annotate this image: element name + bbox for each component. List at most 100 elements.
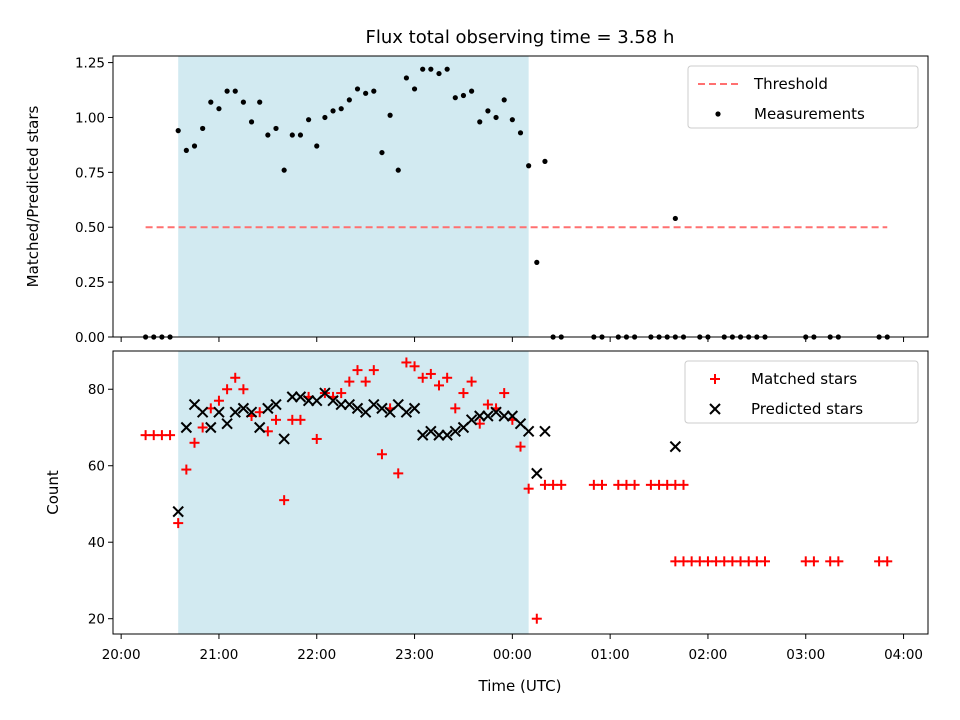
predicted-star-point — [205, 421, 217, 434]
matched-star-point — [230, 372, 241, 383]
measurement-point — [371, 88, 377, 94]
matched-star-point — [760, 556, 770, 567]
predicted-star-point — [213, 406, 225, 418]
predicted-star-point — [237, 402, 250, 415]
matched-star-point — [409, 361, 420, 372]
measurement-point — [281, 167, 287, 173]
matched-star-point — [189, 437, 200, 448]
legend-label: Threshold — [753, 75, 828, 93]
measurement-point — [314, 143, 320, 149]
legend-label: Predicted stars — [751, 400, 863, 418]
measurement-point — [240, 99, 246, 105]
y-tick-label: 20 — [88, 612, 105, 628]
shaded-region — [178, 351, 529, 634]
measurement-point — [354, 86, 361, 92]
x-axis-label: Time (UTC) — [478, 677, 562, 695]
legend-marker — [715, 111, 721, 117]
measurement-point — [175, 128, 181, 134]
measurement-point — [216, 106, 222, 112]
axes-frame — [112, 350, 929, 635]
x-tick-label: 23:00 — [395, 647, 434, 663]
predicted-star-point — [669, 440, 682, 453]
matched-star-point — [393, 468, 404, 479]
matched-star-point — [482, 399, 493, 410]
matched-star-point — [311, 433, 322, 444]
x-tick-label: 00:00 — [493, 647, 532, 663]
predicted-star-point — [490, 406, 502, 418]
measurement-point — [444, 66, 450, 72]
measurement-point — [485, 108, 491, 114]
matched-star-point — [222, 384, 233, 395]
measurement-point — [346, 97, 352, 103]
measurement-point — [224, 88, 230, 94]
matched-star-point — [515, 441, 526, 452]
predicted-star-point — [425, 425, 437, 438]
x-tick-label: 21:00 — [199, 647, 238, 663]
matched-star-point — [213, 395, 224, 406]
matched-star-point — [417, 372, 428, 383]
measurement-point — [208, 99, 214, 105]
measurement-point — [330, 108, 336, 114]
predicted-star-point — [539, 425, 551, 438]
predicted-star-point — [221, 417, 233, 430]
predicted-star-point — [286, 391, 299, 403]
measurement-point — [477, 119, 483, 125]
matched-star-point — [523, 483, 534, 494]
x-tick-label: 04:00 — [884, 647, 923, 663]
measurement-point — [257, 99, 263, 105]
predicted-star-point — [433, 429, 445, 441]
matched-star-point — [271, 414, 281, 425]
matched-star-point — [434, 380, 444, 391]
legend-box — [684, 360, 919, 424]
matched-star-point — [360, 376, 371, 387]
predicted-star-point — [229, 406, 241, 418]
legend-box — [687, 65, 919, 129]
predicted-star-point — [351, 402, 364, 415]
x-tick-label: 02:00 — [688, 647, 727, 663]
predicted-star-point — [376, 402, 388, 415]
measurement-point — [289, 132, 295, 138]
predicted-star-point — [262, 402, 274, 415]
predicted-star-point — [335, 398, 347, 411]
matched-star-point — [450, 403, 461, 414]
predicted-star-point — [253, 421, 266, 434]
measurement-point — [517, 130, 524, 136]
shaded-region — [178, 56, 529, 337]
matched-star-point — [295, 414, 306, 425]
legend-label: Matched stars — [751, 370, 857, 388]
axes-frame — [112, 55, 929, 338]
measurement-point — [395, 167, 401, 173]
predicted-star-point — [343, 398, 356, 411]
predicted-star-point — [245, 406, 258, 418]
matched-star-point — [499, 388, 510, 399]
matched-star-point — [531, 613, 542, 624]
measurement-point — [452, 95, 458, 101]
matched-star-point — [197, 422, 208, 433]
matched-star-point — [556, 479, 567, 490]
measurement-point — [403, 75, 409, 81]
measurement-point — [509, 117, 515, 123]
measurement-point — [501, 97, 507, 103]
matched-star-point — [882, 556, 893, 567]
y-tick-label: 0.00 — [75, 330, 105, 346]
predicted-star-point — [368, 398, 380, 411]
predicted-star-point — [449, 425, 462, 438]
measurement-point — [387, 112, 393, 118]
predicted-star-point — [327, 395, 339, 407]
predicted-star-point — [482, 410, 494, 422]
matched-star-point — [376, 449, 387, 460]
measurement-point — [363, 90, 369, 96]
x-tick-label: 20:00 — [102, 647, 141, 663]
predicted-star-point — [180, 421, 193, 434]
measurement-point — [469, 88, 475, 94]
y-tick-label: 1.25 — [75, 56, 105, 72]
matched-star-point — [833, 556, 844, 567]
y-axis-label: Matched/Predicted stars — [24, 106, 42, 288]
measurement-point — [460, 92, 467, 99]
measurement-point — [338, 106, 344, 112]
measurement-point — [183, 147, 189, 153]
y-tick-label: 0.75 — [75, 165, 105, 181]
matched-star-point — [336, 388, 347, 399]
measurement-point — [191, 143, 198, 149]
predicted-star-point — [302, 395, 315, 407]
